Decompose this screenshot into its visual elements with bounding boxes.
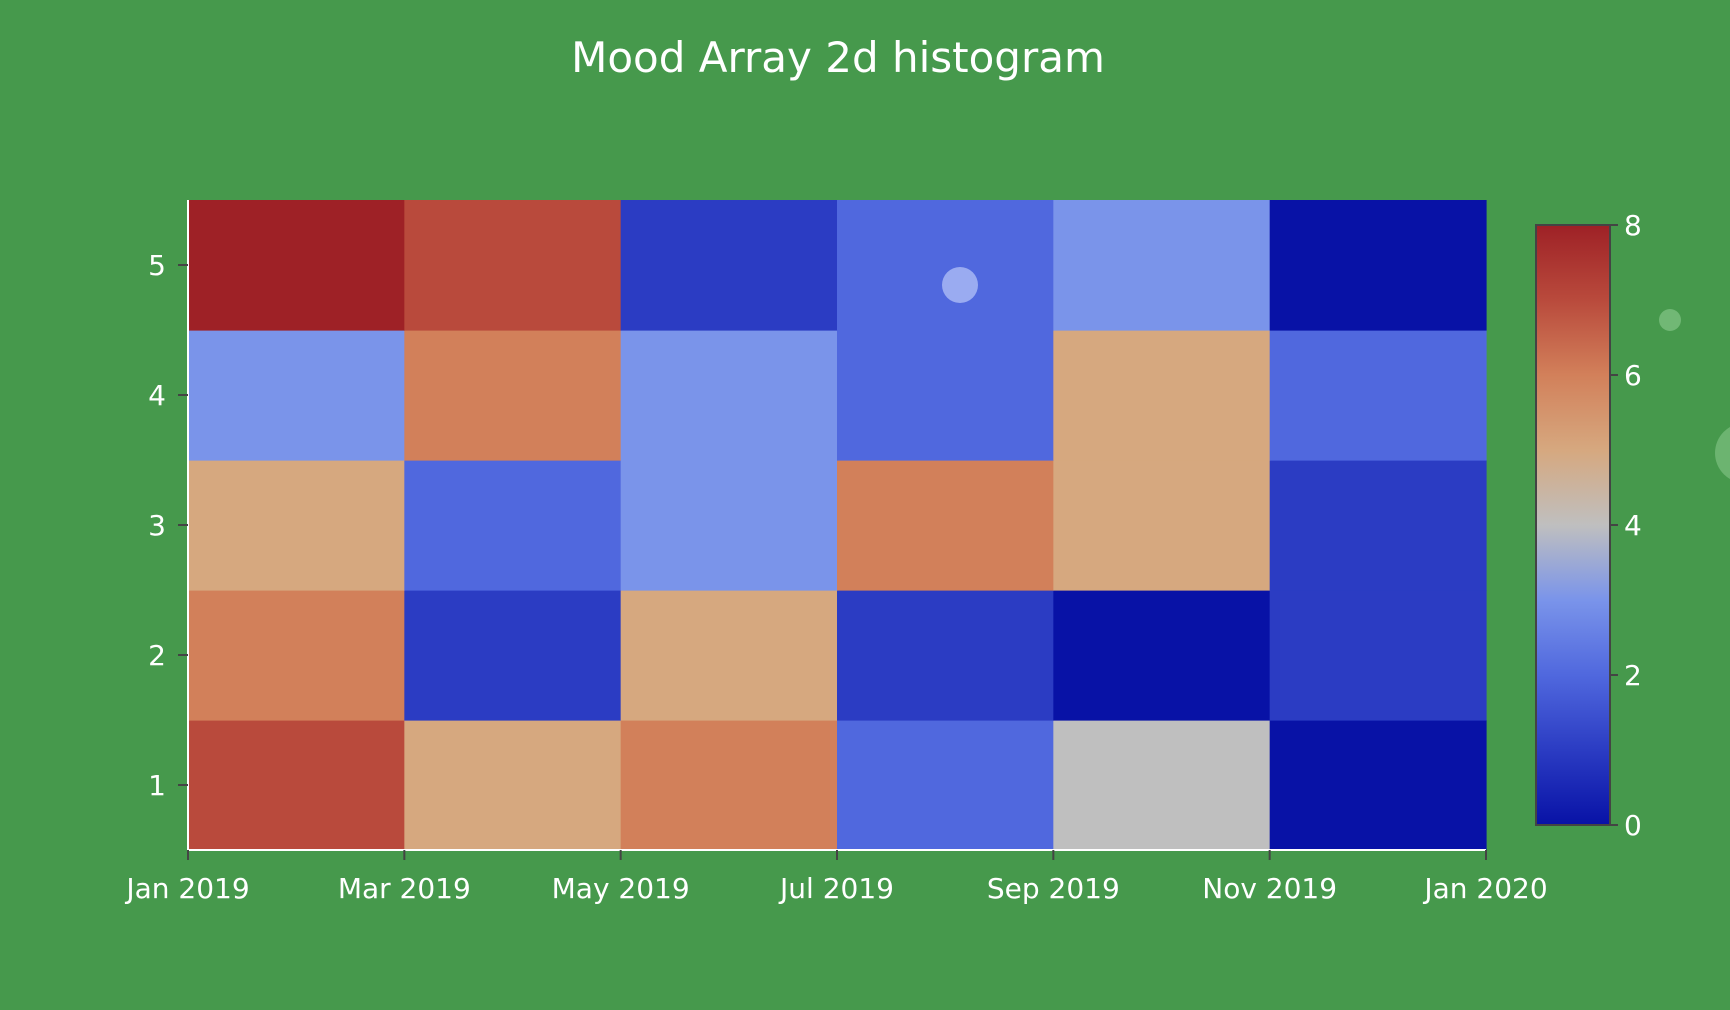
y-tick-label: 1 (148, 769, 166, 802)
heatmap-cell-y5-x2[interactable] (404, 200, 622, 331)
heatmap-cell-y5-x3[interactable] (620, 200, 838, 331)
heatmap-cell-y3-x1[interactable] (188, 460, 405, 591)
heatmap-cell-y1-x3[interactable] (620, 720, 838, 851)
heatmap-cell-y1-x4[interactable] (837, 720, 1054, 851)
y-tick-label: 5 (148, 249, 166, 282)
heatmap-cell-y4-x2[interactable] (404, 330, 622, 461)
heatmap-cell-y5-x6[interactable] (1269, 200, 1487, 331)
heatmap-cell-y5-x1[interactable] (188, 200, 405, 331)
heatmap-cells (188, 200, 1487, 851)
x-tick-label: Jan 2019 (124, 872, 249, 905)
colorbar-tick-label: 4 (1624, 509, 1642, 542)
colorbar-gradient (1535, 224, 1611, 826)
heatmap-cell-y1-x2[interactable] (404, 720, 622, 851)
heatmap-cell-y2-x1[interactable] (188, 590, 405, 721)
heatmap-cell-y2-x2[interactable] (404, 590, 622, 721)
chart-title: Mood Array 2d histogram (571, 33, 1105, 82)
heatmap-cell-y5-x5[interactable] (1053, 200, 1271, 331)
colorbar: 0 2 4 6 8 (1535, 209, 1642, 842)
heatmap-cell-y4-x3[interactable] (620, 330, 838, 461)
heatmap-cell-y2-x6[interactable] (1269, 590, 1487, 721)
heatmap-cell-y2-x4[interactable] (837, 590, 1054, 721)
heatmap-cell-y4-x1[interactable] (188, 330, 405, 461)
colorbar-tick-label: 8 (1624, 209, 1642, 242)
x-tick-label: Nov 2019 (1202, 872, 1337, 905)
hover-highlight-dot (942, 267, 978, 303)
heatmap-cell-y1-x5[interactable] (1053, 720, 1271, 851)
modebar-indicator-dot-large[interactable] (1715, 423, 1730, 483)
heatmap-cell-y4-x4[interactable] (837, 330, 1054, 461)
x-tick-label: May 2019 (552, 872, 690, 905)
y-tick-label: 2 (148, 639, 166, 672)
heatmap-cell-y2-x5[interactable] (1053, 590, 1271, 721)
heatmap-cell-y3-x2[interactable] (404, 460, 622, 591)
x-tick-label: Jan 2020 (1422, 872, 1547, 905)
heatmap-cell-y3-x6[interactable] (1269, 460, 1487, 591)
heatmap-cell-y3-x4[interactable] (837, 460, 1054, 591)
heatmap-cell-y1-x6[interactable] (1269, 720, 1487, 851)
colorbar-tick-label: 6 (1624, 359, 1642, 392)
heatmap-cell-y4-x6[interactable] (1269, 330, 1487, 461)
heatmap-cell-y1-x1[interactable] (188, 720, 405, 851)
axes: Jan 2019 Mar 2019 May 2019 Jul 2019 Sep 2019… (124, 200, 1548, 905)
x-tick-label: Jul 2019 (778, 872, 894, 905)
heatmap-cell-y3-x3[interactable] (620, 460, 838, 591)
y-tick-label: 3 (148, 509, 166, 542)
heatmap-cell-y5-x4[interactable] (837, 200, 1054, 331)
colorbar-tick-label: 2 (1624, 659, 1642, 692)
x-tick-label: Sep 2019 (987, 872, 1120, 905)
heatmap-cell-y3-x5[interactable] (1053, 460, 1271, 591)
modebar-indicator-dot[interactable] (1659, 309, 1681, 331)
colorbar-tick-label: 0 (1624, 809, 1642, 842)
heatmap-cell-y4-x5[interactable] (1053, 330, 1271, 461)
heatmap-cell-y2-x3[interactable] (620, 590, 838, 721)
x-tick-label: Mar 2019 (338, 872, 471, 905)
y-tick-label: 4 (148, 379, 166, 412)
